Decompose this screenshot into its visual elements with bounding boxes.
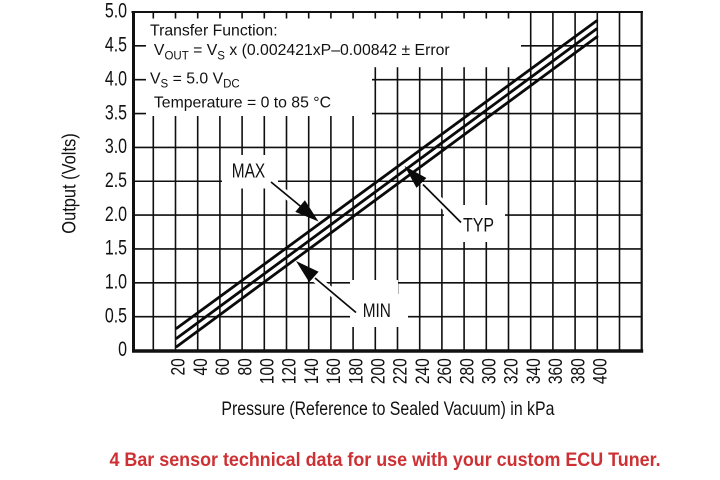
svg-text:3.5: 3.5 [105,100,127,124]
svg-text:260: 260 [434,358,456,384]
svg-text:40: 40 [189,358,211,375]
svg-text:360: 360 [545,358,567,384]
svg-text:1.0: 1.0 [105,269,127,293]
svg-text:2.5: 2.5 [105,168,127,192]
svg-text:4.0: 4.0 [105,66,127,90]
svg-text:4 Bar sensor technical data fo: 4 Bar sensor technical data for use with… [109,448,660,470]
svg-text:MAX: MAX [232,159,265,181]
svg-text:TYP: TYP [463,214,494,236]
svg-text:140: 140 [300,358,322,384]
svg-text:300: 300 [478,358,500,384]
svg-text:5.0: 5.0 [105,0,127,22]
svg-text:VOUT = VS x (0.002421xP–0.0084: VOUT = VS x (0.002421xP–0.00842 ± Error [154,42,450,62]
svg-text:100: 100 [256,358,278,384]
svg-text:120: 120 [278,358,300,384]
svg-text:320: 320 [500,358,522,384]
svg-text:20: 20 [167,358,189,375]
svg-text:400: 400 [589,358,611,384]
svg-text:Transfer Function:: Transfer Function: [150,22,278,39]
svg-text:Pressure (Reference to Sealed: Pressure (Reference to Sealed Vacuum) in… [221,397,554,419]
svg-text:280: 280 [456,358,478,384]
svg-text:4.5: 4.5 [105,32,127,56]
svg-text:Output (Volts): Output (Volts) [58,133,79,233]
svg-text:Temperature = 0 to 85 °C: Temperature = 0 to 85 °C [154,94,331,111]
svg-text:240: 240 [411,358,433,384]
svg-text:80: 80 [234,358,256,375]
svg-text:180: 180 [345,358,367,384]
svg-text:VS = 5.0 VDC: VS = 5.0 VDC [150,71,240,91]
svg-text:220: 220 [389,358,411,384]
svg-text:340: 340 [522,358,544,384]
svg-text:MIN: MIN [363,299,391,321]
svg-text:2.0: 2.0 [105,202,127,226]
svg-text:1.5: 1.5 [105,236,127,260]
svg-text:0.5: 0.5 [105,303,127,327]
svg-text:380: 380 [567,358,589,384]
svg-text:200: 200 [367,358,389,384]
svg-text:0: 0 [118,337,127,361]
svg-text:60: 60 [212,358,234,375]
svg-text:160: 160 [323,358,345,384]
svg-text:3.0: 3.0 [105,134,127,158]
